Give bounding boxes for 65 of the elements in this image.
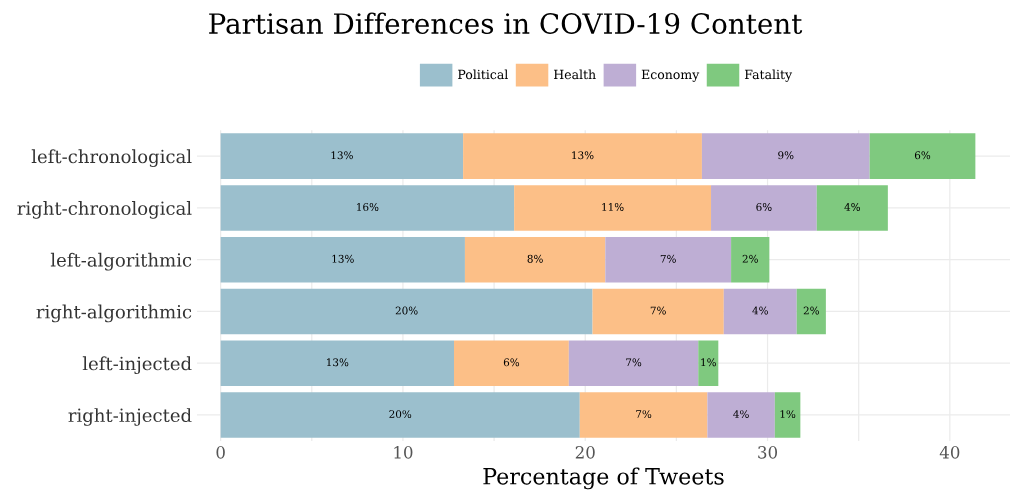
data-label: 2% xyxy=(803,306,819,315)
bar xyxy=(579,392,708,438)
x-tick-label: 10 xyxy=(394,446,413,459)
chart-title: Partisan Differences in COVID-19 Content xyxy=(209,12,803,35)
data-label: 6% xyxy=(756,203,772,211)
x-tick-label: 0 xyxy=(216,446,225,459)
data-label: 9% xyxy=(778,151,794,160)
data-label: 4% xyxy=(844,203,860,211)
data-label: 6% xyxy=(503,358,520,367)
y-tick-label: left-chronological xyxy=(31,149,192,168)
data-label: 16% xyxy=(357,203,379,211)
x-axis-title: Percentage of Tweets xyxy=(483,467,724,490)
data-label: 7% xyxy=(626,358,642,367)
bar xyxy=(869,133,976,179)
data-label: 6% xyxy=(914,151,931,160)
data-label: 8% xyxy=(527,254,543,263)
data-label: 7% xyxy=(660,254,676,263)
y-tick-label: right-chronological xyxy=(17,201,192,219)
bar xyxy=(220,340,454,386)
y-tick-label: left-injected xyxy=(82,356,192,375)
bar xyxy=(464,236,606,283)
data-label: 13% xyxy=(331,151,353,160)
legend-label: Fatality xyxy=(744,69,793,82)
bar xyxy=(605,236,732,283)
bar xyxy=(698,340,719,386)
data-label: 7% xyxy=(650,306,666,315)
data-label: 20% xyxy=(389,410,412,419)
data-label: 11% xyxy=(602,203,624,211)
bar xyxy=(568,340,699,386)
x-tick-label: 30 xyxy=(758,446,778,459)
data-label: 4% xyxy=(733,410,749,419)
bar xyxy=(514,185,712,231)
bar xyxy=(220,288,593,335)
bar xyxy=(711,185,817,231)
x-tick-label: 40 xyxy=(939,446,960,459)
bar xyxy=(731,236,770,283)
bar xyxy=(592,288,724,335)
bar xyxy=(774,392,801,438)
bar xyxy=(463,133,702,179)
data-label: 13% xyxy=(327,358,349,367)
data-label: 2% xyxy=(742,254,758,263)
bar xyxy=(701,133,870,179)
y-tick-label: right-injected xyxy=(68,408,192,426)
legend-label: Health xyxy=(553,69,596,80)
bar xyxy=(220,185,515,231)
y-tick-label: right-algorithmic xyxy=(36,304,192,323)
legend-label: Political xyxy=(458,69,508,80)
x-tick-label: 20 xyxy=(575,446,595,459)
data-label: 1% xyxy=(780,410,796,419)
bar xyxy=(816,185,888,231)
bar xyxy=(707,392,775,438)
data-label: 20% xyxy=(395,306,418,315)
bar xyxy=(220,392,580,438)
bar xyxy=(796,288,826,335)
legend-label: Economy xyxy=(641,69,700,82)
data-label: 7% xyxy=(636,410,652,419)
y-tick-label: left-algorithmic xyxy=(50,252,192,271)
bar xyxy=(220,133,464,179)
data-label: 4% xyxy=(752,306,768,315)
bar xyxy=(453,340,569,386)
data-label: 13% xyxy=(572,151,594,160)
data-label: 1% xyxy=(701,358,716,367)
bar xyxy=(723,288,797,335)
data-label: 13% xyxy=(332,254,354,263)
bar xyxy=(220,236,465,283)
